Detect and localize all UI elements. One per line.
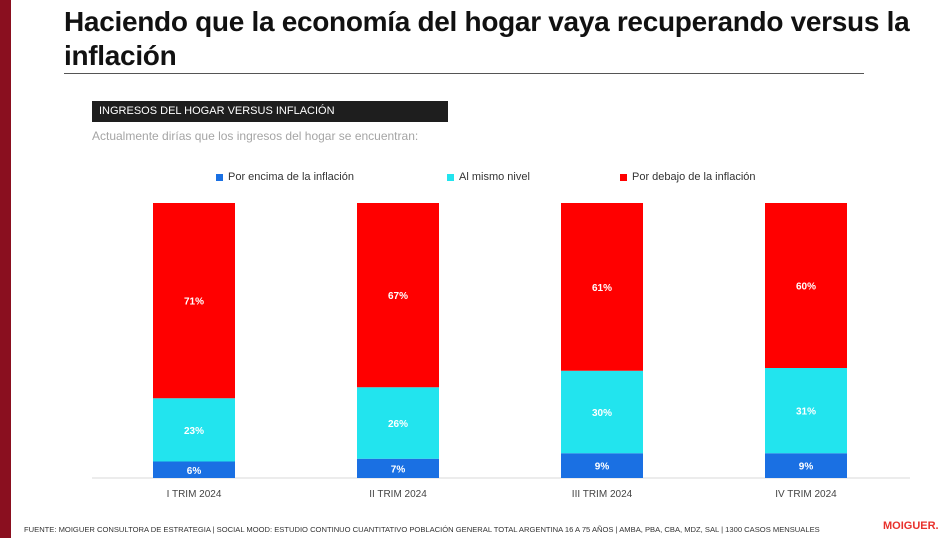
data-label-above-2: 7% bbox=[391, 464, 406, 475]
title-divider bbox=[64, 73, 864, 74]
survey-question: Actualmente dirías que los ingresos del … bbox=[92, 129, 419, 143]
data-label-above-3: 9% bbox=[595, 462, 610, 473]
legend-item-above: Por encima de la inflación bbox=[216, 171, 354, 183]
bar-same-1 bbox=[153, 398, 235, 462]
bar-same-2 bbox=[357, 387, 439, 459]
data-label-above-1: 6% bbox=[187, 466, 202, 477]
page-title: Haciendo que la economía del hogar vaya … bbox=[64, 6, 910, 71]
brand-logo: MOIGUER. bbox=[883, 520, 939, 532]
legend-swatch-above bbox=[216, 173, 223, 181]
source-footer: FUENTE: MOIGUER CONSULTORA DE ESTRATEGIA… bbox=[24, 525, 820, 534]
bar-below-4 bbox=[765, 203, 847, 368]
bar-above-4 bbox=[765, 453, 847, 478]
data-label-above-4: 9% bbox=[799, 462, 814, 473]
bar-below-2 bbox=[357, 203, 439, 388]
legend-swatch-below bbox=[620, 173, 627, 181]
category-label-4: IV TRIM 2024 bbox=[775, 489, 837, 500]
bar-above-3 bbox=[561, 453, 643, 478]
category-label-3: III TRIM 2024 bbox=[572, 489, 633, 500]
data-label-below-4: 60% bbox=[796, 282, 816, 293]
category-label-1: I TRIM 2024 bbox=[167, 489, 222, 500]
bar-same-4 bbox=[765, 368, 847, 454]
legend-label-below: Por debajo de la inflación bbox=[632, 171, 756, 183]
data-label-same-4: 31% bbox=[796, 407, 816, 418]
data-label-same-2: 26% bbox=[388, 419, 408, 430]
legend-item-below: Por debajo de la inflación bbox=[620, 171, 756, 183]
bar-same-3 bbox=[561, 370, 643, 454]
data-label-below-2: 67% bbox=[388, 291, 408, 302]
legend-item-same: Al mismo nivel bbox=[447, 171, 530, 183]
data-label-below-3: 61% bbox=[592, 283, 612, 294]
bar-below-1 bbox=[153, 203, 235, 399]
side-accent-bar bbox=[0, 0, 11, 538]
legend-swatch-same bbox=[447, 173, 454, 181]
bar-above-1 bbox=[153, 461, 235, 478]
bar-below-3 bbox=[561, 203, 643, 371]
data-label-below-1: 71% bbox=[184, 297, 204, 308]
data-label-same-3: 30% bbox=[592, 408, 612, 419]
section-label: INGRESOS DEL HOGAR VERSUS INFLACIÓN bbox=[92, 101, 448, 122]
bar-above-2 bbox=[357, 458, 439, 478]
legend-label-same: Al mismo nivel bbox=[459, 171, 530, 183]
legend-label-above: Por encima de la inflación bbox=[228, 171, 354, 183]
data-label-same-1: 23% bbox=[184, 426, 204, 437]
category-label-2: II TRIM 2024 bbox=[369, 489, 427, 500]
